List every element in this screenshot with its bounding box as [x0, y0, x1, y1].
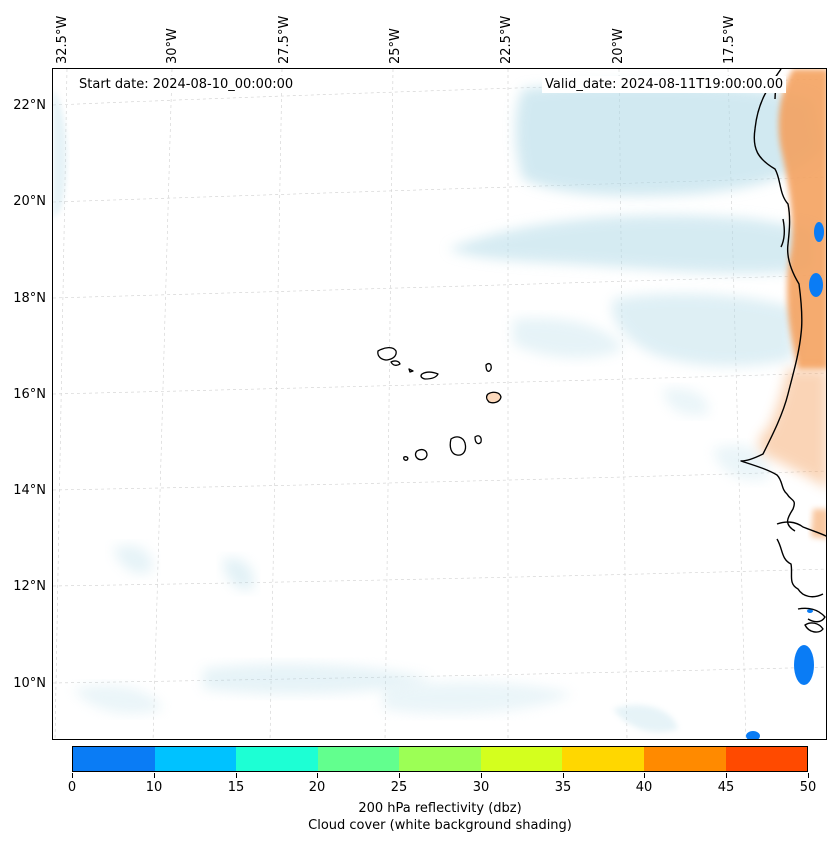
colorbar-tick-label: 40 — [635, 780, 653, 795]
colorbar-tick — [154, 773, 155, 778]
longitude-label: 17.5°W — [722, 15, 737, 64]
latitude-label: 10°N — [13, 676, 46, 691]
colorbar-tick — [236, 773, 237, 778]
colorbar — [72, 746, 808, 772]
colorbar-tick-label: 30 — [472, 780, 490, 795]
coastlines — [740, 69, 826, 633]
colorbar-tick-label: 25 — [390, 780, 408, 795]
cape-verde-islands — [377, 346, 502, 461]
colorbar-segment — [154, 747, 237, 771]
colorbar-segment — [562, 747, 644, 771]
longitude-label: 25°W — [388, 28, 403, 64]
colorbar-segment — [480, 747, 563, 771]
colorbar-segment — [643, 747, 726, 771]
colorbar-tick-label: 15 — [227, 780, 245, 795]
longitude-label: 30°W — [165, 28, 180, 64]
colorbar-label: 200 hPa reflectivity (dbz) — [358, 801, 522, 816]
colorbar-tick-label: 10 — [145, 780, 163, 795]
colorbar-sublabel: Cloud cover (white background shading) — [308, 818, 572, 833]
colorbar-tick-label: 45 — [717, 780, 735, 795]
latitude-label: 12°N — [13, 579, 46, 594]
cloud-cover-shading — [53, 83, 823, 733]
map-panel[interactable] — [52, 68, 827, 740]
colorbar-tick — [808, 773, 809, 778]
colorbar-tick — [563, 773, 564, 778]
longitude-label: 32.5°W — [55, 15, 70, 64]
reflectivity-cells — [746, 222, 824, 739]
graticule — [53, 69, 826, 739]
latitude-label: 20°N — [13, 194, 46, 209]
longitude-label: 27.5°W — [277, 15, 292, 64]
colorbar-segment — [73, 747, 155, 771]
latitude-label: 22°N — [13, 98, 46, 113]
colorbar-segment — [399, 747, 481, 771]
valid-date-label: Valid_date: 2024-08-11T19:00:00.00 — [542, 76, 787, 93]
latitude-label: 14°N — [13, 483, 46, 498]
colorbar-tick — [481, 773, 482, 778]
colorbar-tick-label: 35 — [554, 780, 572, 795]
colorbar-tick — [72, 773, 73, 778]
longitude-label: 20°W — [611, 28, 626, 64]
latitude-label: 18°N — [13, 291, 46, 306]
colorbar-tick-label: 0 — [67, 780, 77, 795]
colorbar-tick-label: 20 — [308, 780, 326, 795]
colorbar-tick-label: 50 — [799, 780, 817, 795]
map-canvas — [53, 69, 826, 739]
longitude-label: 22.5°W — [499, 15, 514, 64]
colorbar-segment — [725, 747, 808, 771]
colorbar-segment — [236, 747, 318, 771]
colorbar-tick — [644, 773, 645, 778]
colorbar-tick — [399, 773, 400, 778]
colorbar-tick — [726, 773, 727, 778]
colorbar-segment — [317, 747, 400, 771]
latitude-label: 16°N — [13, 387, 46, 402]
colorbar-tick — [317, 773, 318, 778]
start-date-label: Start date: 2024-08-10_00:00:00 — [76, 76, 297, 93]
